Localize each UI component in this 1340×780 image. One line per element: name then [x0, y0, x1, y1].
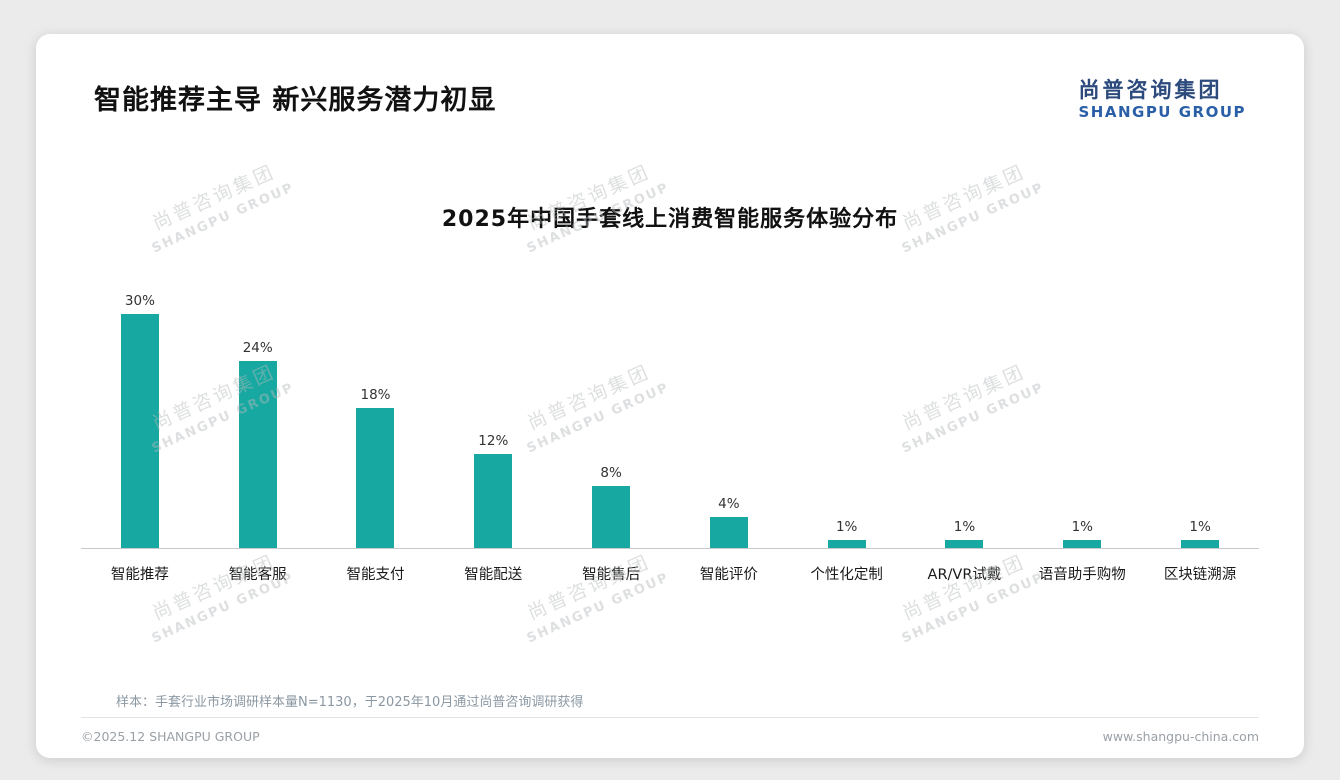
bar-value-label: 1%: [1071, 519, 1093, 536]
bar-value-label: 4%: [718, 495, 740, 512]
bar: [238, 360, 277, 548]
plot-area: 30% 24% 18% 12% 8% 4% 1% 1% 1% 1%: [81, 264, 1259, 549]
bar-category-label: 智能客服: [228, 567, 287, 583]
bar-group: 24%: [199, 340, 317, 548]
website-text: www.shangpu-china.com: [1102, 729, 1259, 744]
footer: ©2025.12 SHANGPU GROUP www.shangpu-china…: [81, 717, 1259, 744]
logo-chinese-text: 尚普咨询集团: [1078, 78, 1223, 102]
bar-category-label: 智能支付: [346, 567, 405, 583]
bar: [592, 485, 631, 548]
copyright-text: ©2025.12 SHANGPU GROUP: [81, 729, 260, 744]
bar-value-label: 30%: [124, 293, 155, 309]
bar-category-label: 语音助手购物: [1038, 567, 1126, 583]
bar-value-label: 1%: [835, 519, 858, 536]
bar-group: 1%: [906, 519, 1024, 548]
bar: [827, 540, 866, 548]
bar-value-label: 12%: [478, 433, 509, 450]
logo-english-text: SHANGPU GROUP: [1078, 103, 1246, 122]
company-logo: 尚普咨询集团 SHANGPU GROUP: [1078, 78, 1246, 121]
bar-category-label: AR/VR试戴: [927, 567, 1002, 583]
bar: [120, 314, 159, 548]
bar: [1181, 540, 1220, 548]
bar-group: 1%: [1023, 519, 1141, 548]
bar-group: 1%: [1141, 519, 1259, 548]
bar-category-label: 智能评价: [699, 567, 758, 583]
bar-group: 12%: [434, 433, 552, 548]
bar-category-label: 智能售后: [582, 567, 641, 583]
bar-value-label: 1%: [1189, 519, 1211, 536]
x-axis-labels: 智能推荐 智能客服 智能支付 智能配送 智能售后 智能评价 个性化定制 AR/VR试戴 语音助手…: [81, 563, 1259, 584]
bar-category-label: 智能配送: [464, 567, 523, 583]
sample-note: 样本：手套行业市场调研样本量N=1130，于2025年10月通过尚普咨询调研获得: [116, 695, 584, 710]
bar-chart: 30% 24% 18% 12% 8% 4% 1% 1% 1% 1% 智能推荐 智能客服 智能支付 智能配…: [81, 264, 1259, 584]
bar: [356, 407, 395, 548]
bar: [474, 454, 513, 548]
bar-value-label: 18%: [360, 386, 391, 403]
bar-value-label: 8%: [600, 464, 622, 481]
bar-category-label: 智能推荐: [110, 567, 169, 583]
bar: [709, 516, 748, 548]
chart-title: 2025年中国手套线上消费智能服务体验分布: [441, 207, 899, 233]
bar-group: 30%: [81, 293, 199, 548]
bar-value-label: 1%: [953, 519, 976, 536]
slide-card: 智能推荐主导 新兴服务潜力初显 尚普咨询集团 SHANGPU GROUP 202…: [36, 34, 1304, 758]
bar-group: 1%: [788, 519, 906, 548]
bar-group: 8%: [552, 465, 670, 548]
bar-value-label: 24%: [242, 339, 273, 356]
bar-group: 18%: [317, 387, 435, 548]
bar-group: 4%: [670, 496, 788, 548]
bar-category-label: 个性化定制: [810, 567, 883, 583]
bar: [1063, 540, 1102, 548]
header: 智能推荐主导 新兴服务潜力初显 尚普咨询集团 SHANGPU GROUP: [36, 34, 1304, 121]
bar-category-label: 区块链溯源: [1163, 567, 1237, 583]
bar: [945, 540, 984, 548]
page-title: 智能推荐主导 新兴服务潜力初显: [94, 85, 497, 116]
